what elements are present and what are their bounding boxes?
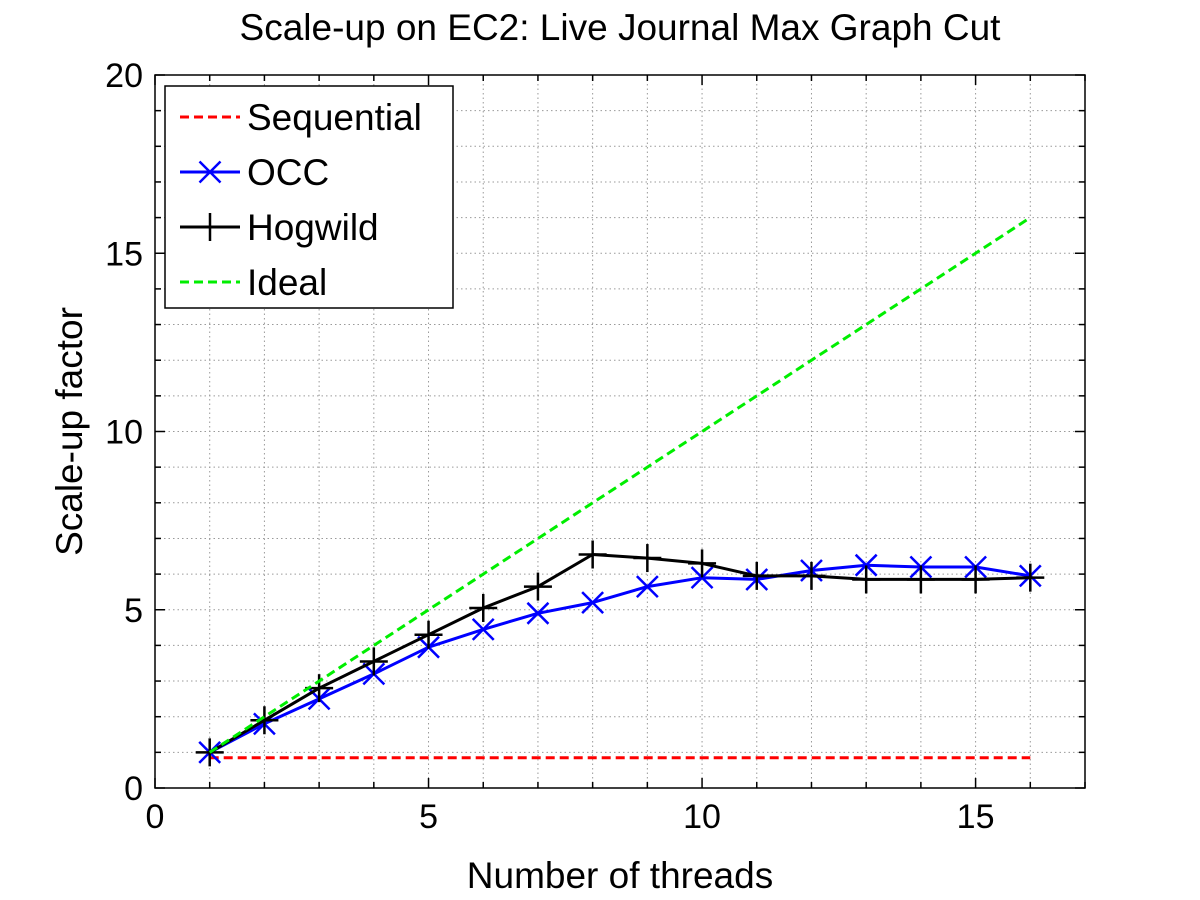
data-point-hogwild	[797, 561, 826, 590]
chart-title: Scale-up on EC2: Live Journal Max Graph …	[240, 7, 1002, 48]
data-point-occ	[854, 553, 878, 577]
marker-stroke	[854, 553, 878, 577]
tick-layer: 0 5 10 15 0 5 10 15 20	[105, 57, 1086, 836]
data-point-hogwild	[688, 549, 717, 578]
x-axis-label: Number of threads	[467, 855, 773, 896]
data-point-hogwild	[852, 565, 881, 594]
data-point-hogwild	[414, 620, 443, 649]
grid-layer	[155, 75, 1085, 788]
marker-stroke	[581, 591, 605, 615]
data-point-hogwild	[359, 647, 388, 676]
series-layer	[195, 216, 1045, 767]
series-line-ideal	[208, 216, 1032, 754]
data-point-hogwild	[742, 561, 771, 590]
y-tick-label: 5	[124, 592, 143, 630]
data-point-hogwild	[961, 565, 990, 594]
y-axis-label: Scale-up factor	[49, 307, 90, 556]
data-point-hogwild	[633, 544, 662, 573]
data-point-hogwild	[469, 593, 498, 622]
x-tick-label: 5	[419, 798, 438, 836]
legend-entry-sequential: Sequential	[180, 97, 422, 138]
legend-label-occ: OCC	[247, 152, 329, 193]
x-tick-label: 15	[957, 798, 995, 836]
legend-marker-hogwild	[196, 213, 224, 241]
marker-stroke	[198, 160, 222, 184]
y-tick-label: 10	[105, 414, 143, 452]
data-point-hogwild	[906, 565, 935, 594]
data-point-occ	[635, 575, 659, 598]
series-line-occ	[209, 563, 1031, 754]
marker-stroke	[690, 566, 714, 590]
legend-entry-hogwild: Hogwild	[180, 207, 379, 248]
legend-entries: Sequential OCC Hogwild Ideal	[180, 97, 422, 303]
marker-stroke	[471, 617, 495, 641]
data-point-occ	[471, 617, 495, 641]
marker-stroke	[635, 575, 659, 598]
data-point-occ	[581, 591, 605, 615]
data-point-occ	[526, 601, 550, 625]
y-tick-label: 15	[105, 235, 143, 273]
legend-entry-occ: OCC	[180, 152, 329, 193]
data-point-hogwild	[1016, 563, 1045, 592]
legend-label-hogwild: Hogwild	[247, 207, 379, 248]
legend-box	[164, 85, 454, 309]
x-tick-label: 0	[146, 798, 165, 836]
legend-label-sequential: Sequential	[247, 97, 422, 138]
data-point-hogwild	[523, 572, 552, 601]
legend-marker-occ	[198, 160, 222, 184]
series-line-hogwild	[208, 553, 1031, 754]
y-tick-label: 20	[105, 57, 143, 95]
data-point-hogwild	[578, 540, 607, 569]
legend-label-ideal: Ideal	[247, 262, 327, 303]
data-point-hogwild	[250, 706, 279, 735]
x-tick-label: 10	[683, 798, 721, 836]
legend-entry-ideal: Ideal	[180, 262, 327, 303]
data-point-occ	[690, 566, 714, 590]
y-tick-label: 0	[124, 770, 143, 808]
marker-stroke	[526, 601, 550, 625]
legend: Sequential OCC Hogwild Ideal	[164, 85, 454, 309]
